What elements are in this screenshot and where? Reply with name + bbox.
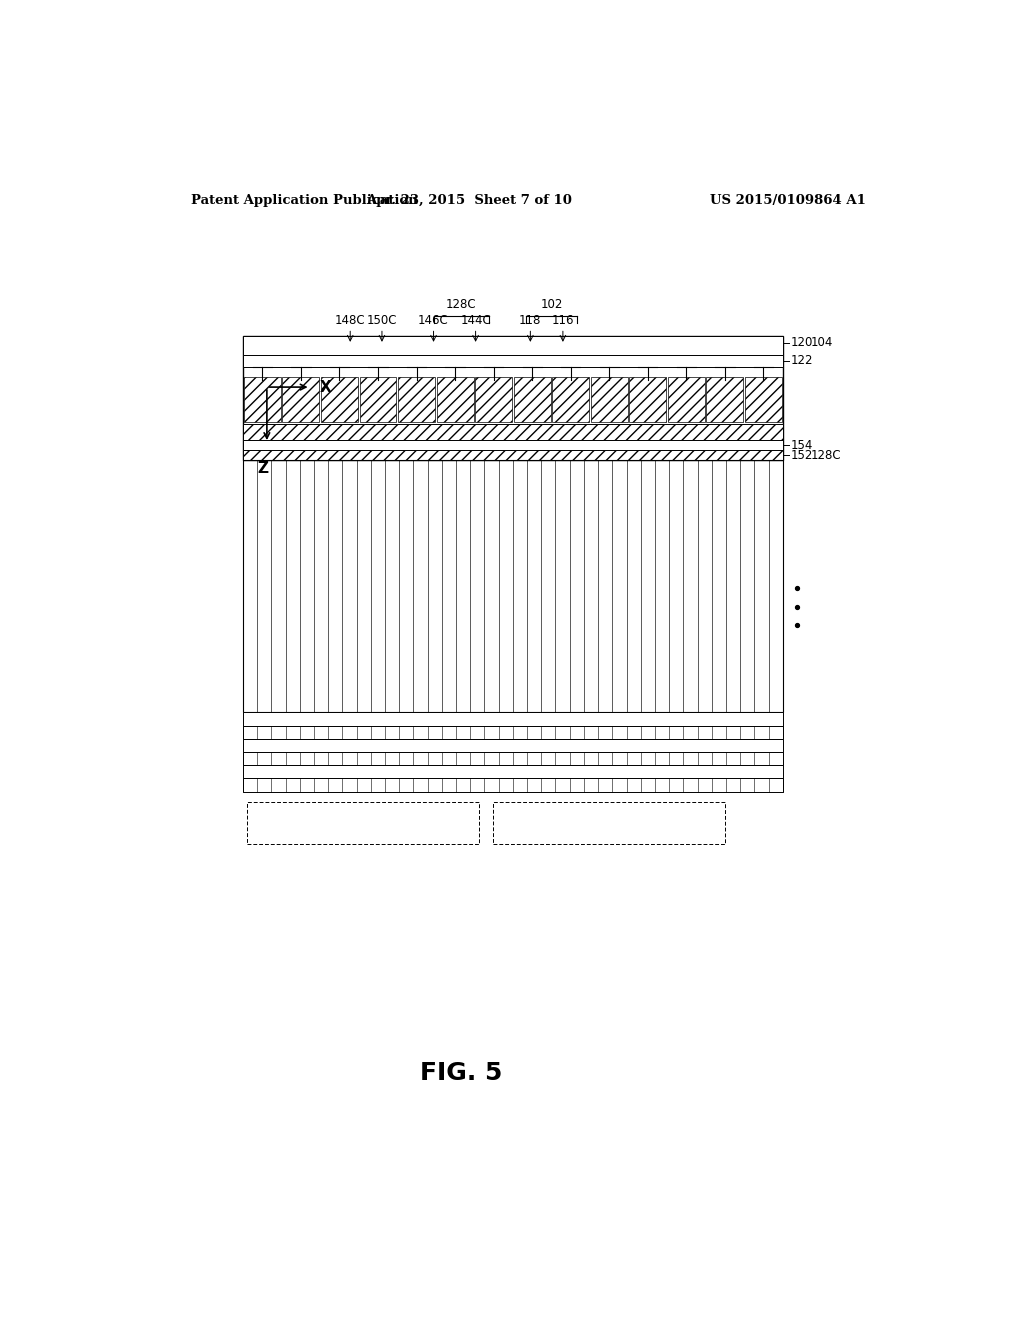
- Bar: [745, 378, 782, 421]
- Text: 118: 118: [519, 314, 542, 327]
- Bar: [243, 424, 782, 440]
- Bar: [243, 337, 782, 461]
- Bar: [359, 378, 396, 421]
- Bar: [707, 378, 743, 421]
- Text: Apr. 23, 2015  Sheet 7 of 10: Apr. 23, 2015 Sheet 7 of 10: [367, 194, 572, 207]
- Bar: [494, 801, 725, 845]
- Bar: [552, 378, 589, 421]
- Bar: [591, 378, 628, 421]
- Text: 144C: 144C: [460, 314, 490, 327]
- Bar: [243, 752, 782, 766]
- Bar: [243, 440, 782, 450]
- Bar: [398, 378, 435, 421]
- Text: Patent Application Publication: Patent Application Publication: [191, 194, 418, 207]
- Bar: [668, 378, 705, 421]
- Bar: [283, 378, 319, 421]
- Bar: [247, 801, 479, 845]
- Bar: [243, 726, 782, 739]
- Bar: [243, 713, 782, 726]
- Text: 104: 104: [811, 337, 833, 350]
- Bar: [321, 378, 358, 421]
- Text: 120: 120: [791, 337, 813, 350]
- Bar: [243, 779, 782, 792]
- Text: 154: 154: [791, 438, 813, 451]
- Text: FIG. 5: FIG. 5: [420, 1061, 503, 1085]
- Text: 146C: 146C: [418, 314, 449, 327]
- Bar: [475, 378, 512, 421]
- Bar: [243, 450, 782, 461]
- Bar: [514, 378, 551, 421]
- Text: US 2015/0109864 A1: US 2015/0109864 A1: [711, 194, 866, 207]
- Text: 150C: 150C: [367, 314, 397, 327]
- Bar: [243, 766, 782, 779]
- Bar: [244, 378, 281, 421]
- Text: 128C: 128C: [811, 449, 841, 462]
- Bar: [243, 739, 782, 752]
- Text: 102: 102: [541, 298, 563, 312]
- Bar: [243, 461, 782, 713]
- Text: 128C: 128C: [446, 298, 476, 312]
- Text: 152: 152: [791, 449, 813, 462]
- Bar: [243, 355, 782, 367]
- Text: X: X: [321, 380, 332, 395]
- Bar: [436, 378, 473, 421]
- Bar: [243, 337, 782, 355]
- Text: Z: Z: [257, 461, 268, 477]
- Text: 116: 116: [552, 314, 574, 327]
- Bar: [630, 378, 667, 421]
- Text: 148C: 148C: [335, 314, 366, 327]
- Text: 122: 122: [791, 354, 813, 367]
